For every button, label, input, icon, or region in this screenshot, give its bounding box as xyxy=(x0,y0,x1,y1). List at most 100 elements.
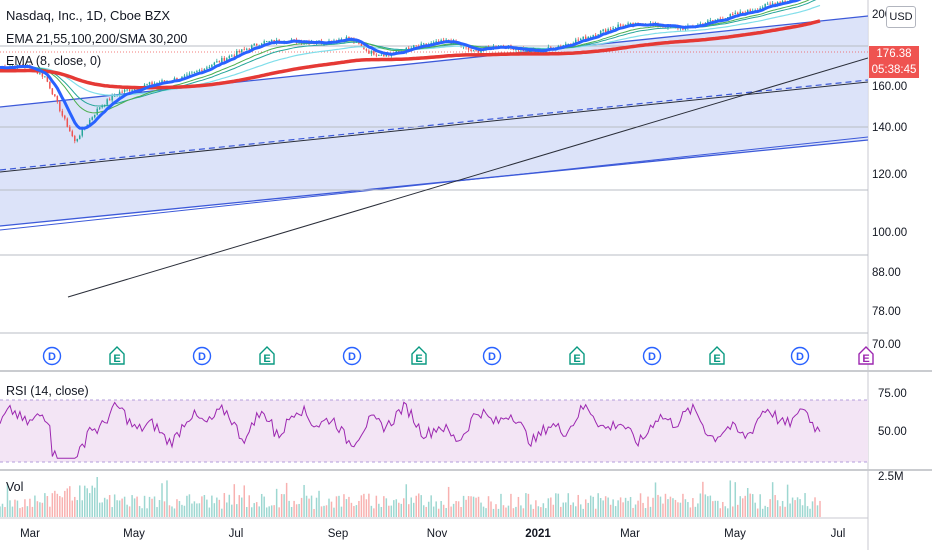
volume-bar xyxy=(602,500,604,517)
dividend-marker xyxy=(642,346,662,366)
volume-bar xyxy=(545,508,547,517)
volume-bar xyxy=(707,496,709,517)
volume-bar xyxy=(201,496,203,517)
volume-bar xyxy=(143,495,146,517)
candle-body xyxy=(732,14,734,16)
volume-bar xyxy=(270,505,273,517)
symbol-title[interactable]: Nasdaq, Inc., 1D, Cboe BZX xyxy=(6,8,171,23)
volume-bar xyxy=(547,498,550,517)
candle-body xyxy=(472,50,475,52)
volume-bar xyxy=(550,497,552,517)
volume-bar xyxy=(410,497,412,517)
candle-body xyxy=(584,36,587,40)
volume-bar xyxy=(181,504,183,517)
volume-bar xyxy=(81,500,83,517)
candle-body xyxy=(602,29,604,31)
volume-bar xyxy=(86,488,88,517)
volume-bar xyxy=(373,508,375,517)
time-axis[interactable]: Mar May Jul Sep Nov 2021 Mar May Jul xyxy=(20,528,845,540)
volume-bar xyxy=(415,495,417,517)
candle-body xyxy=(425,43,427,46)
volume-legend[interactable]: Vol xyxy=(6,480,24,494)
candle-body xyxy=(223,57,226,61)
volume-bar xyxy=(532,508,535,517)
volume-bar xyxy=(535,500,537,517)
candle-body xyxy=(737,12,739,15)
candle-body xyxy=(465,46,467,48)
candle-body xyxy=(238,51,241,53)
candle-body xyxy=(477,50,480,53)
candle-body xyxy=(734,12,737,15)
volume-bar xyxy=(218,499,221,517)
time-tick: Mar xyxy=(620,528,640,540)
volume-bar xyxy=(193,501,196,517)
volume-bar xyxy=(599,497,602,517)
rsi-line[interactable] xyxy=(0,401,821,459)
candle-body xyxy=(260,43,263,46)
volume-bar xyxy=(567,493,570,517)
volume-bar xyxy=(624,497,627,517)
regression-channel[interactable] xyxy=(0,15,868,231)
volume-bar xyxy=(408,504,410,517)
volume-bar xyxy=(59,496,61,517)
dividend-marker xyxy=(342,346,362,366)
volume-axis[interactable]: 2.5M xyxy=(878,471,904,483)
candle-body xyxy=(143,84,146,87)
volume-bar xyxy=(111,507,113,517)
candle-body xyxy=(467,47,470,50)
volume-bar xyxy=(687,502,689,517)
rsi-axis[interactable]: 75.00 50.00 xyxy=(878,388,907,438)
volume-bar xyxy=(502,505,505,517)
candle-body xyxy=(412,45,415,48)
volume-bar xyxy=(754,502,756,517)
volume-bar xyxy=(208,507,211,517)
rsi-band xyxy=(0,400,868,462)
moving-averages[interactable] xyxy=(0,0,821,130)
candle-body xyxy=(66,118,69,127)
volume-bar xyxy=(156,507,158,517)
volume-bar xyxy=(609,504,612,517)
volume-bar xyxy=(238,495,241,517)
sma-200-line xyxy=(0,19,821,90)
volume-bar xyxy=(806,506,809,517)
candle-body xyxy=(255,43,258,46)
volume-bar xyxy=(255,502,258,517)
volume-bar xyxy=(300,497,303,517)
trend-line-upper xyxy=(0,81,868,173)
candle-body xyxy=(91,117,93,120)
volume-bar xyxy=(727,508,729,517)
volume-bar xyxy=(98,502,101,517)
candle-body xyxy=(597,34,599,36)
volume-bar xyxy=(390,505,393,517)
candle-body xyxy=(228,56,231,59)
candle-body xyxy=(774,3,776,5)
candle-body xyxy=(617,24,619,28)
volume-bar xyxy=(497,508,500,517)
volume-bar xyxy=(574,506,577,517)
volume-bar xyxy=(430,495,432,517)
candle-body xyxy=(574,39,577,44)
volume-bar xyxy=(36,501,39,517)
volume-bar xyxy=(405,484,408,517)
volume-bars[interactable] xyxy=(0,477,821,517)
trend-lines[interactable] xyxy=(0,57,868,298)
time-tick: 2021 xyxy=(525,528,551,540)
ema-legend[interactable]: EMA (8, close, 0) xyxy=(6,54,102,68)
candle-body xyxy=(373,50,375,55)
candle-body xyxy=(128,89,131,91)
candle-body xyxy=(59,101,61,112)
volume-bar xyxy=(679,502,682,517)
candle-body xyxy=(243,49,246,51)
volume-bar xyxy=(617,500,619,517)
volume-bar xyxy=(796,497,799,517)
volume-bar xyxy=(108,495,111,517)
trend-line-lower xyxy=(67,57,868,298)
candle-body xyxy=(191,72,193,74)
volume-bar xyxy=(285,482,288,517)
rsi-legend[interactable]: RSI (14, close) xyxy=(6,384,89,398)
indicator-legend[interactable]: EMA 21,55,100,200/SMA 30,200 xyxy=(6,32,188,46)
volume-bar xyxy=(632,507,634,517)
currency-button[interactable]: USD xyxy=(886,6,916,28)
rsi-tick: 75.00 xyxy=(878,388,907,400)
